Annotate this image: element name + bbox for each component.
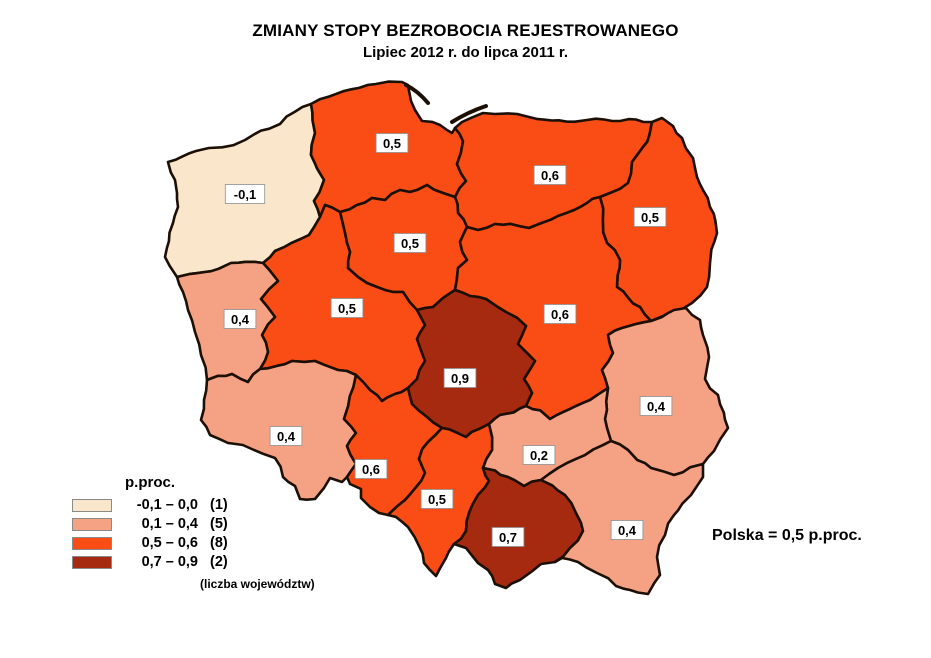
svg-text:0,5: 0,5 [641, 210, 659, 225]
region-label-opolskie: 0,6 [354, 459, 388, 479]
svg-text:0,2: 0,2 [530, 448, 548, 463]
hel-peninsula-icon [404, 83, 430, 105]
region-label-mazowieckie: 0,6 [543, 304, 577, 324]
map-title: ZMIANY STOPY BEZROBOCIA REJESTROWANEGO [252, 21, 679, 40]
region-label-pomorskie: 0,5 [375, 133, 409, 153]
legend-swatch [72, 498, 112, 512]
legend-item: 0,7 – 0,9 (2) [72, 553, 322, 571]
legend: p.proc. -0,1 – 0,0 (1) 0,1 – 0,4 (5) 0,5 – 0… [72, 474, 322, 572]
legend-range: 0,5 – 0,6 [141, 535, 198, 551]
legend-title: p.proc. [125, 474, 176, 491]
legend-range: -0,1 – 0,0 [136, 497, 198, 513]
region-label-podkarpackie: 0,4 [610, 520, 644, 540]
region-label-dolnoslaskie: 0,4 [269, 426, 303, 446]
svg-text:0,4: 0,4 [231, 312, 250, 327]
region-label-podlaskie: 0,5 [633, 207, 667, 227]
region-label-wielkopolskie: 0,5 [330, 298, 364, 318]
svg-text:0,9: 0,9 [451, 371, 469, 386]
svg-text:-0,1: -0,1 [234, 187, 256, 202]
region-label-malopolskie: 0,7 [491, 527, 525, 547]
legend-item: 0,5 – 0,6 (8) [72, 534, 322, 552]
svg-text:0,6: 0,6 [362, 462, 380, 477]
region-label-slaskie: 0,5 [420, 489, 454, 509]
svg-text:0,5: 0,5 [383, 136, 401, 151]
region-label-warminsko-mazurskie: 0,6 [533, 165, 567, 185]
legend-swatch [72, 536, 112, 550]
svg-text:0,4: 0,4 [618, 523, 637, 538]
svg-text:0,5: 0,5 [401, 236, 419, 251]
svg-text:0,5: 0,5 [338, 301, 356, 316]
country-average-annotation: Polska = 0,5 p.proc. [712, 527, 862, 544]
legend-swatch [72, 555, 112, 569]
svg-text:0,4: 0,4 [277, 429, 296, 444]
svg-text:0,6: 0,6 [541, 168, 559, 183]
region-podkarpackie [539, 439, 705, 596]
region-label-zachodniopomorskie: -0,1 [224, 184, 266, 204]
legend-swatch [72, 517, 112, 531]
region-label-lubuskie: 0,4 [223, 309, 257, 329]
legend-item: -0,1 – 0,0 (1) [72, 496, 322, 514]
region-label-swietokrzyskie: 0,2 [522, 445, 556, 465]
legend-item: 0,1 – 0,4 (5) [72, 515, 322, 533]
region-label-lubelskie: 0,4 [639, 396, 673, 416]
legend-count: (5) [210, 516, 228, 532]
svg-text:0,5: 0,5 [428, 492, 446, 507]
legend-count: (8) [210, 535, 228, 551]
vistula-spit-icon [450, 104, 488, 124]
legend-range: 0,7 – 0,9 [141, 554, 198, 570]
svg-text:0,6: 0,6 [551, 307, 569, 322]
svg-text:0,7: 0,7 [499, 530, 517, 545]
svg-text:0,4: 0,4 [647, 399, 666, 414]
page-title: ZMIANY STOPY BEZROBOCIA REJESTROWANEGO L… [0, 20, 931, 63]
legend-count: (1) [210, 497, 228, 513]
legend-rows: -0,1 – 0,0 (1) 0,1 – 0,4 (5) 0,5 – 0,6 (8) 0,7… [72, 496, 322, 571]
legend-note: (liczba województw) [200, 577, 315, 591]
map-subtitle: Lipiec 2012 r. do lipca 2011 r. [362, 43, 569, 61]
region-label-kujawsko-pomorskie: 0,5 [393, 233, 427, 253]
region-label-lodzkie: 0,9 [443, 368, 477, 388]
legend-count: (2) [210, 554, 228, 570]
legend-range: 0,1 – 0,4 [141, 516, 198, 532]
